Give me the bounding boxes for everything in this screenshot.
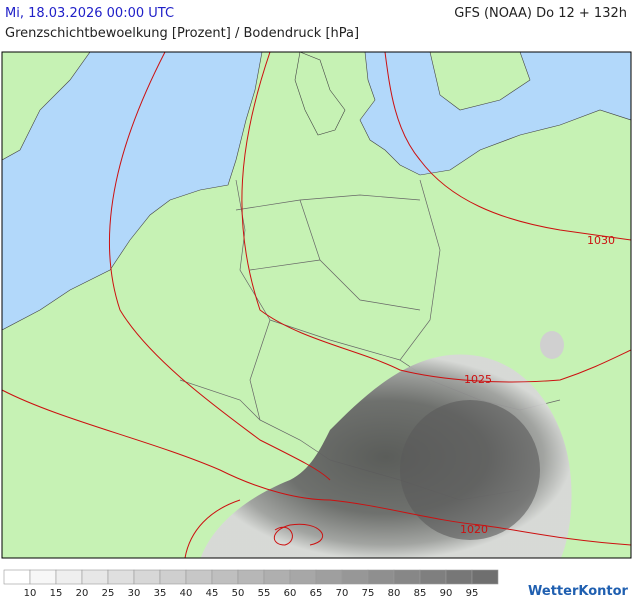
model-run: GFS (NOAA) Do 12 + 132h <box>454 6 627 21</box>
legend-label: 90 <box>440 588 453 599</box>
legend-label: 95 <box>466 588 479 599</box>
sweden <box>429 52 531 111</box>
legend-label: 10 <box>24 588 37 599</box>
isobars <box>2 52 631 558</box>
legend-swatch <box>211 569 239 585</box>
legend-swatch <box>367 569 395 585</box>
isobar-label: 1030 <box>587 234 615 247</box>
isobar-label: 1025 <box>464 373 492 386</box>
map-frame <box>1 51 632 559</box>
legend-label: 25 <box>102 588 115 599</box>
legend-label: 70 <box>336 588 349 599</box>
legend-swatch <box>341 569 369 585</box>
legend-label: 20 <box>76 588 89 599</box>
baltic-sea <box>359 52 631 176</box>
britain <box>2 52 91 161</box>
legend-swatch <box>419 569 447 585</box>
cloud-patch <box>540 331 564 359</box>
legend-label: 55 <box>258 588 271 599</box>
legend-swatch <box>55 569 83 585</box>
legend-label: 50 <box>232 588 245 599</box>
legend-swatch <box>133 569 161 585</box>
legend-label: 85 <box>414 588 427 599</box>
legend-swatch <box>81 569 109 585</box>
legend-label: 60 <box>284 588 297 599</box>
legend-swatch <box>263 569 291 585</box>
cloud-core <box>400 400 540 540</box>
legend-label: 80 <box>388 588 401 599</box>
legend-swatch <box>393 569 421 585</box>
legend-swatch <box>315 569 343 585</box>
legend-swatch <box>185 569 213 585</box>
legend-label: 40 <box>180 588 193 599</box>
legend-label: 75 <box>362 588 375 599</box>
legend-swatch <box>237 569 265 585</box>
legend-label: 15 <box>50 588 63 599</box>
legend-swatch <box>159 569 187 585</box>
legend-swatch <box>445 569 473 585</box>
legend-label: 35 <box>154 588 167 599</box>
datetime: Mi, 18.03.2026 00:00 UTC <box>5 6 175 21</box>
logo: WetterKontor <box>528 584 629 599</box>
north-sea <box>2 52 263 331</box>
legend-swatch <box>29 569 57 585</box>
legend: 10 15 20 25 30 35 40 45 50 55 60 65 70 75 80 85 90 95 <box>3 569 499 599</box>
map-area <box>2 52 631 558</box>
legend-swatch <box>107 569 135 585</box>
legend-swatch <box>471 569 499 585</box>
jutland <box>294 52 346 136</box>
isobar-label: 1020 <box>460 523 488 536</box>
legend-label: 45 <box>206 588 219 599</box>
map-title: Grenzschichtbewoelkung [Prozent] / Boden… <box>5 26 360 41</box>
legend-label: 65 <box>310 588 323 599</box>
legend-swatch <box>3 569 31 585</box>
legend-label: 30 <box>128 588 141 599</box>
legend-swatch <box>289 569 317 585</box>
